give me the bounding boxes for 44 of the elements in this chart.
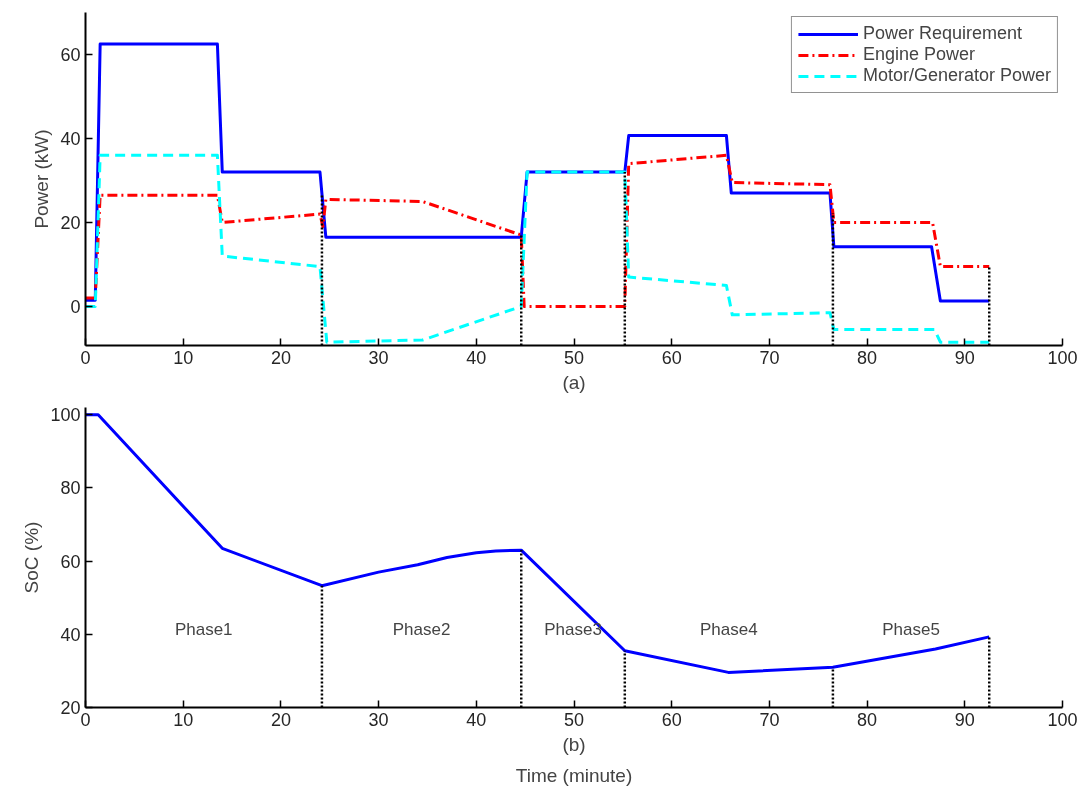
y-tick-label: 80 [60, 478, 81, 499]
x-tick-label: 90 [954, 709, 975, 730]
y-tick-label: 20 [60, 212, 81, 233]
x-tick-label: 70 [759, 709, 780, 730]
x-tick-label: 60 [661, 347, 682, 368]
x-axis-title: (a) [562, 371, 586, 393]
y-tick-label: 60 [60, 44, 81, 65]
y-tick-label: 40 [60, 624, 81, 645]
annotation: Phase4 [700, 620, 758, 639]
x-tick-label: 30 [368, 709, 389, 730]
x-tick-label: 80 [857, 347, 878, 368]
x-tick-label: 90 [954, 347, 975, 368]
y-tick-label: 100 [50, 405, 81, 426]
text: Time (minute) [515, 764, 633, 786]
annotation: Phase1 [174, 620, 233, 639]
y-tick-label: 40 [60, 128, 81, 149]
annotation: Phase3 [544, 620, 602, 639]
x-tick-label: 70 [759, 347, 780, 368]
x-tick-label: 10 [173, 347, 194, 368]
x-tick-label: 100 [1047, 347, 1078, 368]
annotation: Phase2 [392, 620, 451, 639]
x-tick-label: 50 [563, 347, 585, 368]
x-tick-label: 20 [270, 709, 291, 730]
x-axis-title: (b) [562, 733, 586, 755]
x-tick-label: 30 [368, 347, 389, 368]
line-series [85, 153, 991, 308]
line-series [85, 153, 991, 344]
y-tick-label: 0 [70, 296, 81, 317]
x-tick-label: 40 [466, 709, 487, 730]
legend-label: Motor/Generator Power [862, 65, 1051, 86]
line-series [85, 413, 991, 674]
legend-label: Power Requirement [862, 23, 1022, 44]
x-tick-label: 50 [563, 709, 585, 730]
x-tick-label: 100 [1047, 709, 1078, 730]
x-tick-label: 80 [857, 709, 878, 730]
y-tick-label: 60 [60, 551, 81, 572]
y-axis-title: Power (kW) [31, 129, 53, 229]
annotation: Phase5 [882, 620, 940, 639]
x-tick-label: 60 [661, 709, 682, 730]
legend-label: Engine Power [862, 44, 975, 65]
y-axis-title: SoC (%) [21, 521, 43, 594]
x-tick-label: 10 [173, 709, 194, 730]
x-tick-label: 40 [466, 347, 487, 368]
x-tick-label: 20 [270, 347, 291, 368]
